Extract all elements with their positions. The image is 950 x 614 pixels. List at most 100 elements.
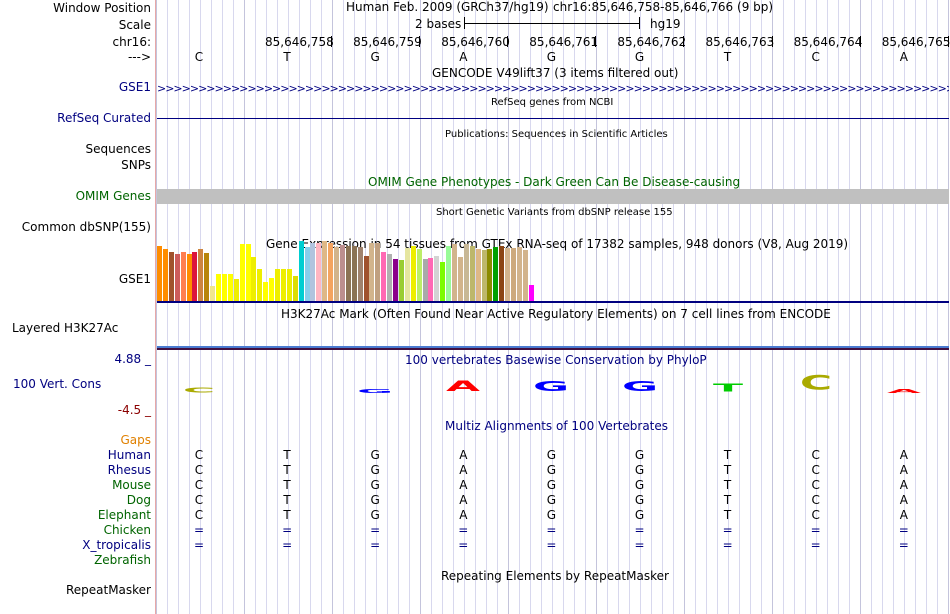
gtex-bar[interactable] [487,249,493,301]
grid-line [904,0,905,614]
gencode-track-label[interactable]: GSE1 [118,80,151,94]
alignment-base: = [282,523,293,537]
gtex-bar[interactable] [233,279,239,301]
gtex-bar[interactable] [381,252,387,301]
gtex-bar[interactable] [304,247,310,301]
gtex-bar[interactable] [280,269,286,301]
gtex-bar[interactable] [505,248,511,301]
species-label[interactable]: Dog [126,493,151,507]
species-label[interactable]: Mouse [112,478,151,492]
alignment-base: = [458,523,469,537]
gtex-bar[interactable] [528,285,534,301]
gtex-bar[interactable] [251,257,257,301]
gtex-bar[interactable] [204,253,210,301]
gtex-bar[interactable] [410,246,416,301]
gtex-bar[interactable] [416,249,422,301]
gtex-bar[interactable] [186,254,192,301]
gtex-bar[interactable] [511,248,516,301]
gtex-bar[interactable] [180,252,186,301]
species-label[interactable]: Chicken [103,523,151,537]
repeatmasker-track-label[interactable]: RepeatMasker [65,583,151,597]
gtex-bar[interactable] [328,243,334,301]
gtex-bar[interactable] [457,257,463,301]
gtex-bar[interactable] [345,246,351,301]
gtex-bar[interactable] [286,269,292,301]
gtex-bar[interactable] [357,247,363,301]
alignment-base: C [194,478,204,492]
gtex-bar[interactable] [499,246,505,301]
coordinate-label: 85,646,760 [441,35,510,49]
gtex-bar[interactable] [239,244,245,301]
gtex-bar[interactable] [481,250,487,301]
gtex-bar[interactable] [339,245,345,301]
gtex-bar[interactable] [227,274,233,301]
species-label[interactable]: Zebrafish [94,553,151,567]
grid-line [783,0,784,614]
refseq-track-label[interactable]: RefSeq Curated [57,111,151,125]
omim-track-label[interactable]: OMIM Genes [75,189,151,203]
gtex-bar[interactable] [316,243,322,301]
gtex-bar[interactable] [440,262,446,301]
gtex-bar[interactable] [428,258,434,301]
gtex-bar[interactable] [516,247,522,301]
species-label[interactable]: X_tropicalis [82,538,151,552]
alignment-base: = [898,523,909,537]
gtex-track-label[interactable]: GSE1 [118,272,151,286]
sequences-track-label[interactable]: Sequences [85,142,151,156]
gtex-bar[interactable] [310,243,316,301]
gtex-bar[interactable] [216,274,221,301]
species-label[interactable]: Elephant [97,508,151,522]
gtex-bar[interactable] [469,246,475,301]
gtex-bar[interactable] [221,274,227,301]
gtex-bar[interactable] [493,247,499,301]
gtex-bar[interactable] [269,278,275,301]
gtex-bar[interactable] [298,241,304,301]
gtex-bar[interactable] [452,244,457,301]
grid-line [838,0,839,614]
grid-line [244,0,245,614]
gtex-bar[interactable] [463,244,469,301]
gtex-bar[interactable] [369,243,375,301]
alignment-base: A [899,448,908,462]
gtex-bar[interactable] [174,254,180,301]
gtex-bar[interactable] [334,247,339,301]
gtex-bar[interactable] [198,249,204,301]
omim-feature-bar[interactable] [157,189,949,204]
gtex-bar[interactable] [210,286,216,301]
gtex-bar[interactable] [257,269,263,301]
gtex-bar[interactable] [245,244,251,301]
gtex-bar[interactable] [275,269,280,301]
gtex-bar[interactable] [263,282,269,301]
gtex-bar[interactable] [475,249,481,301]
gtex-bar[interactable] [292,276,298,301]
gtex-bar[interactable] [322,241,328,301]
gtex-bar[interactable] [398,260,404,301]
gtex-bar[interactable] [393,259,398,301]
h3k27ac-track-label[interactable]: Layered H3K27Ac [12,321,119,335]
gtex-bar[interactable] [446,246,452,301]
gtex-bar[interactable] [375,243,381,301]
gencode-gene-feature[interactable]: >>>>>>>>>>>>>>>>>>>>>>>>>>>>>>>>>>>>>>>>… [157,82,949,94]
gtex-bar[interactable] [522,250,528,301]
grid-line [211,0,212,614]
phylop-base-letter: A [446,378,481,395]
gtex-bar[interactable] [434,256,440,301]
gtex-bar[interactable] [422,259,428,301]
gtex-bar[interactable] [387,254,393,301]
gtex-bar-chart[interactable] [157,240,537,301]
species-label[interactable]: Rhesus [107,463,151,477]
gtex-bar[interactable] [157,246,162,301]
gtex-bar[interactable] [404,248,410,301]
gtex-bar[interactable] [162,249,168,301]
phylop-track-label[interactable]: 100 Vert. Cons [13,377,102,391]
gtex-bar[interactable] [168,252,174,301]
base-letter: T [723,50,732,64]
gtex-bar[interactable] [351,246,357,301]
gtex-bar[interactable] [363,256,369,301]
grid-line [574,0,575,614]
dbsnp-track-label[interactable]: Common dbSNP(155) [21,220,151,234]
refseq-intron-line[interactable] [157,118,949,119]
snps-track-label[interactable]: SNPs [121,158,151,172]
gtex-bar[interactable] [192,252,198,301]
species-label[interactable]: Human [107,448,151,462]
